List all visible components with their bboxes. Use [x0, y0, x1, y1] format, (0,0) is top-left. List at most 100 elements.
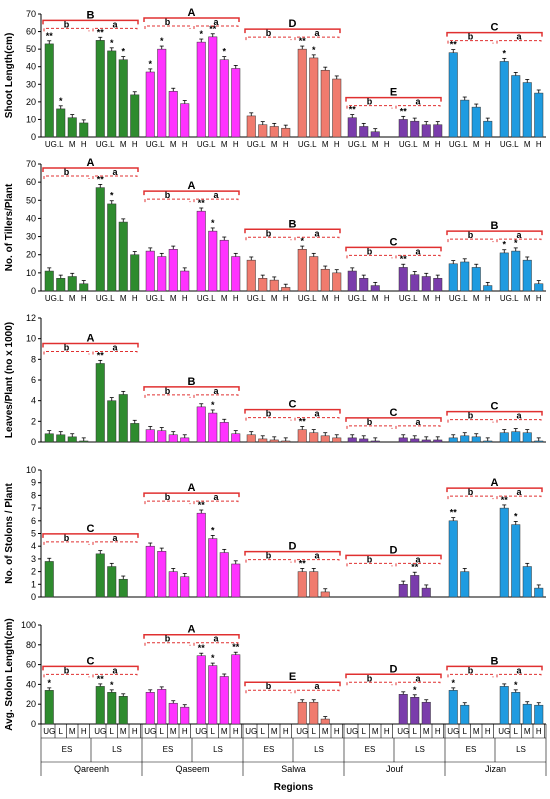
group-bracket — [446, 410, 543, 416]
group-letter: E — [390, 87, 397, 99]
significance-star: ** — [198, 500, 206, 510]
season-letter: b — [64, 19, 70, 29]
bar-qareenh-es-0 — [44, 561, 54, 598]
group-bracket — [42, 665, 139, 671]
bar-jizan-es-3 — [483, 285, 493, 292]
y-tick-label: 4 — [31, 541, 36, 551]
bar-salwa-es-3 — [281, 287, 291, 292]
group-letter: B — [491, 655, 499, 667]
bar-qaseem-es-1 — [157, 48, 167, 138]
significance-star: * — [211, 400, 215, 410]
bar-qaseem-ls-1 — [208, 665, 218, 725]
bar-salwa-ls-3 — [332, 272, 342, 292]
x-tick-label: UG — [498, 727, 510, 736]
y-tick-label: 8 — [31, 354, 36, 364]
significance-star: ** — [450, 40, 458, 50]
x-tick-label: M — [120, 140, 127, 149]
season-bracket-ls — [294, 559, 340, 563]
group-bracket — [446, 230, 543, 236]
bar-salwa-es-0 — [246, 434, 256, 443]
group-bracket — [345, 673, 442, 679]
y-tick-label: 20 — [26, 250, 36, 260]
group-bracket — [143, 17, 240, 22]
y-axis-label: Avg. Stolon Length(cm) — [4, 618, 15, 730]
season-letter: a — [213, 492, 219, 502]
season-letter: a — [314, 681, 320, 691]
season-bracket-es — [43, 175, 90, 179]
x-tick-label: UG.L — [449, 140, 468, 149]
season-letter: b — [266, 228, 272, 238]
x-tick-label: M — [271, 140, 278, 149]
x-tick-label: H — [334, 140, 340, 149]
bar-jizan-ls-0 — [499, 507, 509, 598]
bar-qaseem-es-3 — [180, 437, 190, 443]
season-letter: b — [165, 190, 171, 200]
bar-qareenh-ls-2 — [118, 394, 128, 443]
season-letter: a — [415, 417, 421, 427]
bar-qaseem-es-0 — [145, 250, 155, 292]
season-bracket-es — [144, 394, 191, 398]
region-label: Jizan — [485, 764, 506, 774]
region-label: Salwa — [281, 764, 306, 774]
x-tick-label: H — [182, 140, 188, 149]
x-tick-label: H — [283, 294, 289, 303]
significance-star: * — [211, 525, 215, 535]
x-tick-label: H — [132, 294, 138, 303]
season-letter: b — [367, 97, 373, 107]
season-label: ES — [264, 745, 275, 754]
bar-salwa-ls-2 — [320, 718, 330, 725]
season-bracket-es — [245, 36, 292, 41]
bar-qaseem-es-2 — [168, 702, 178, 725]
group-letter: A — [188, 624, 196, 636]
x-tick-label: UG.L — [45, 140, 64, 149]
bar-salwa-ls-0 — [297, 48, 307, 138]
y-axis-label: No. of Stolons / Plant — [4, 483, 15, 584]
group-bracket — [345, 554, 442, 560]
season-bracket-es — [245, 417, 292, 421]
x-tick-label: UG.L — [247, 140, 266, 149]
y-axis-label: Leaves/Plant (no x 1000) — [4, 322, 15, 438]
group-letter: A — [491, 477, 499, 489]
bar-qaseem-ls-2 — [219, 552, 229, 598]
y-tick-label: 0 — [31, 719, 36, 729]
season-bracket-es — [346, 425, 393, 429]
bar-qaseem-ls-2 — [219, 239, 229, 292]
y-tick-label: 3 — [31, 554, 36, 564]
bar-salwa-ls-1 — [309, 256, 319, 292]
bar-qareenh-es-2 — [67, 436, 77, 443]
bar-salwa-es-1 — [258, 278, 268, 292]
bar-jouf-ls-1 — [410, 438, 420, 443]
season-letter: b — [367, 246, 373, 256]
bar-qaseem-es-0 — [145, 429, 155, 443]
group-letter: E — [289, 671, 296, 683]
significance-star: ** — [299, 558, 307, 568]
y-tick-label: 60 — [26, 177, 36, 187]
y-tick-label: 10 — [26, 114, 36, 124]
season-bracket-ls — [496, 419, 542, 423]
y-tick-label: 0 — [31, 437, 36, 447]
group-letter: A — [188, 7, 196, 19]
bar-qareenh-ls-2 — [118, 696, 128, 725]
group-letter: D — [289, 541, 297, 553]
season-letter: a — [415, 673, 421, 683]
y-tick-label: 2 — [31, 416, 36, 426]
x-tick-label: L — [110, 727, 115, 736]
y-tick-label: 0 — [31, 132, 36, 142]
significance-star: * — [148, 59, 152, 69]
season-letter: a — [516, 32, 522, 42]
group-bracket — [244, 28, 341, 34]
bar-jouf-es-0 — [347, 270, 357, 292]
significance-star: ** — [198, 643, 206, 653]
season-letter: a — [516, 230, 522, 240]
bar-jouf-ls-0 — [398, 267, 408, 292]
season-letter: b — [64, 533, 70, 543]
season-letter: b — [165, 492, 171, 502]
season-bracket-ls — [294, 689, 340, 694]
x-tick-label: UG.L — [500, 294, 519, 303]
season-bracket-es — [245, 559, 292, 563]
bar-qaseem-ls-0 — [196, 655, 206, 725]
bar-jizan-ls-3 — [534, 587, 544, 598]
bar-qaseem-ls-3 — [231, 256, 241, 292]
x-tick-label: UG.L — [96, 294, 115, 303]
